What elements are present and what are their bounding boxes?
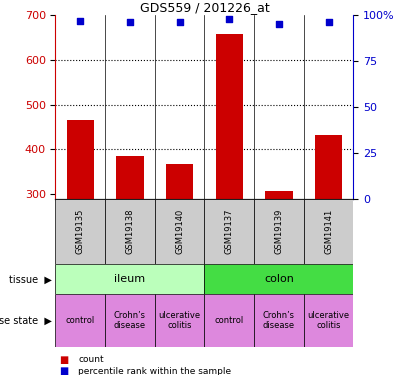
Bar: [155, 199, 204, 264]
Bar: [155, 294, 204, 347]
Text: control: control: [66, 316, 95, 325]
Text: tissue  ▶: tissue ▶: [9, 274, 51, 284]
Text: Crohn’s
disease: Crohn’s disease: [263, 311, 295, 330]
Bar: [105, 294, 155, 347]
Bar: [166, 164, 193, 199]
Text: GSM19137: GSM19137: [225, 209, 234, 254]
Text: ■: ■: [60, 355, 69, 365]
Text: percentile rank within the sample: percentile rank within the sample: [78, 367, 231, 375]
Text: Crohn’s
disease: Crohn’s disease: [114, 311, 146, 330]
Text: ■: ■: [60, 366, 69, 375]
Point: [226, 16, 233, 22]
Bar: [254, 199, 304, 264]
Bar: [254, 294, 304, 347]
Bar: [55, 294, 105, 347]
Bar: [205, 264, 353, 294]
Text: control: control: [215, 316, 244, 325]
Bar: [304, 294, 353, 347]
Text: GSM19135: GSM19135: [76, 209, 85, 254]
Text: GSM19140: GSM19140: [175, 209, 184, 254]
Bar: [216, 34, 243, 199]
Text: disease state  ▶: disease state ▶: [0, 316, 51, 326]
Bar: [315, 135, 342, 199]
Text: ulcerative
colitis: ulcerative colitis: [307, 311, 350, 330]
Title: GDS559 / 201226_at: GDS559 / 201226_at: [140, 1, 269, 14]
Text: GSM19139: GSM19139: [275, 209, 284, 254]
Point: [276, 21, 282, 27]
Bar: [55, 264, 205, 294]
Text: count: count: [78, 356, 104, 364]
Bar: [55, 199, 105, 264]
Bar: [116, 156, 143, 199]
Point: [77, 18, 83, 24]
Text: GSM19138: GSM19138: [125, 209, 134, 254]
Text: ulcerative
colitis: ulcerative colitis: [159, 311, 201, 330]
Point: [176, 20, 183, 26]
Point: [127, 20, 133, 26]
Point: [326, 20, 332, 26]
Bar: [304, 199, 353, 264]
Text: colon: colon: [264, 274, 294, 284]
Bar: [105, 199, 155, 264]
Bar: [266, 190, 293, 199]
Text: ileum: ileum: [114, 274, 145, 284]
Bar: [205, 199, 254, 264]
Bar: [67, 120, 94, 199]
Text: GSM19141: GSM19141: [324, 209, 333, 254]
Bar: [205, 294, 254, 347]
